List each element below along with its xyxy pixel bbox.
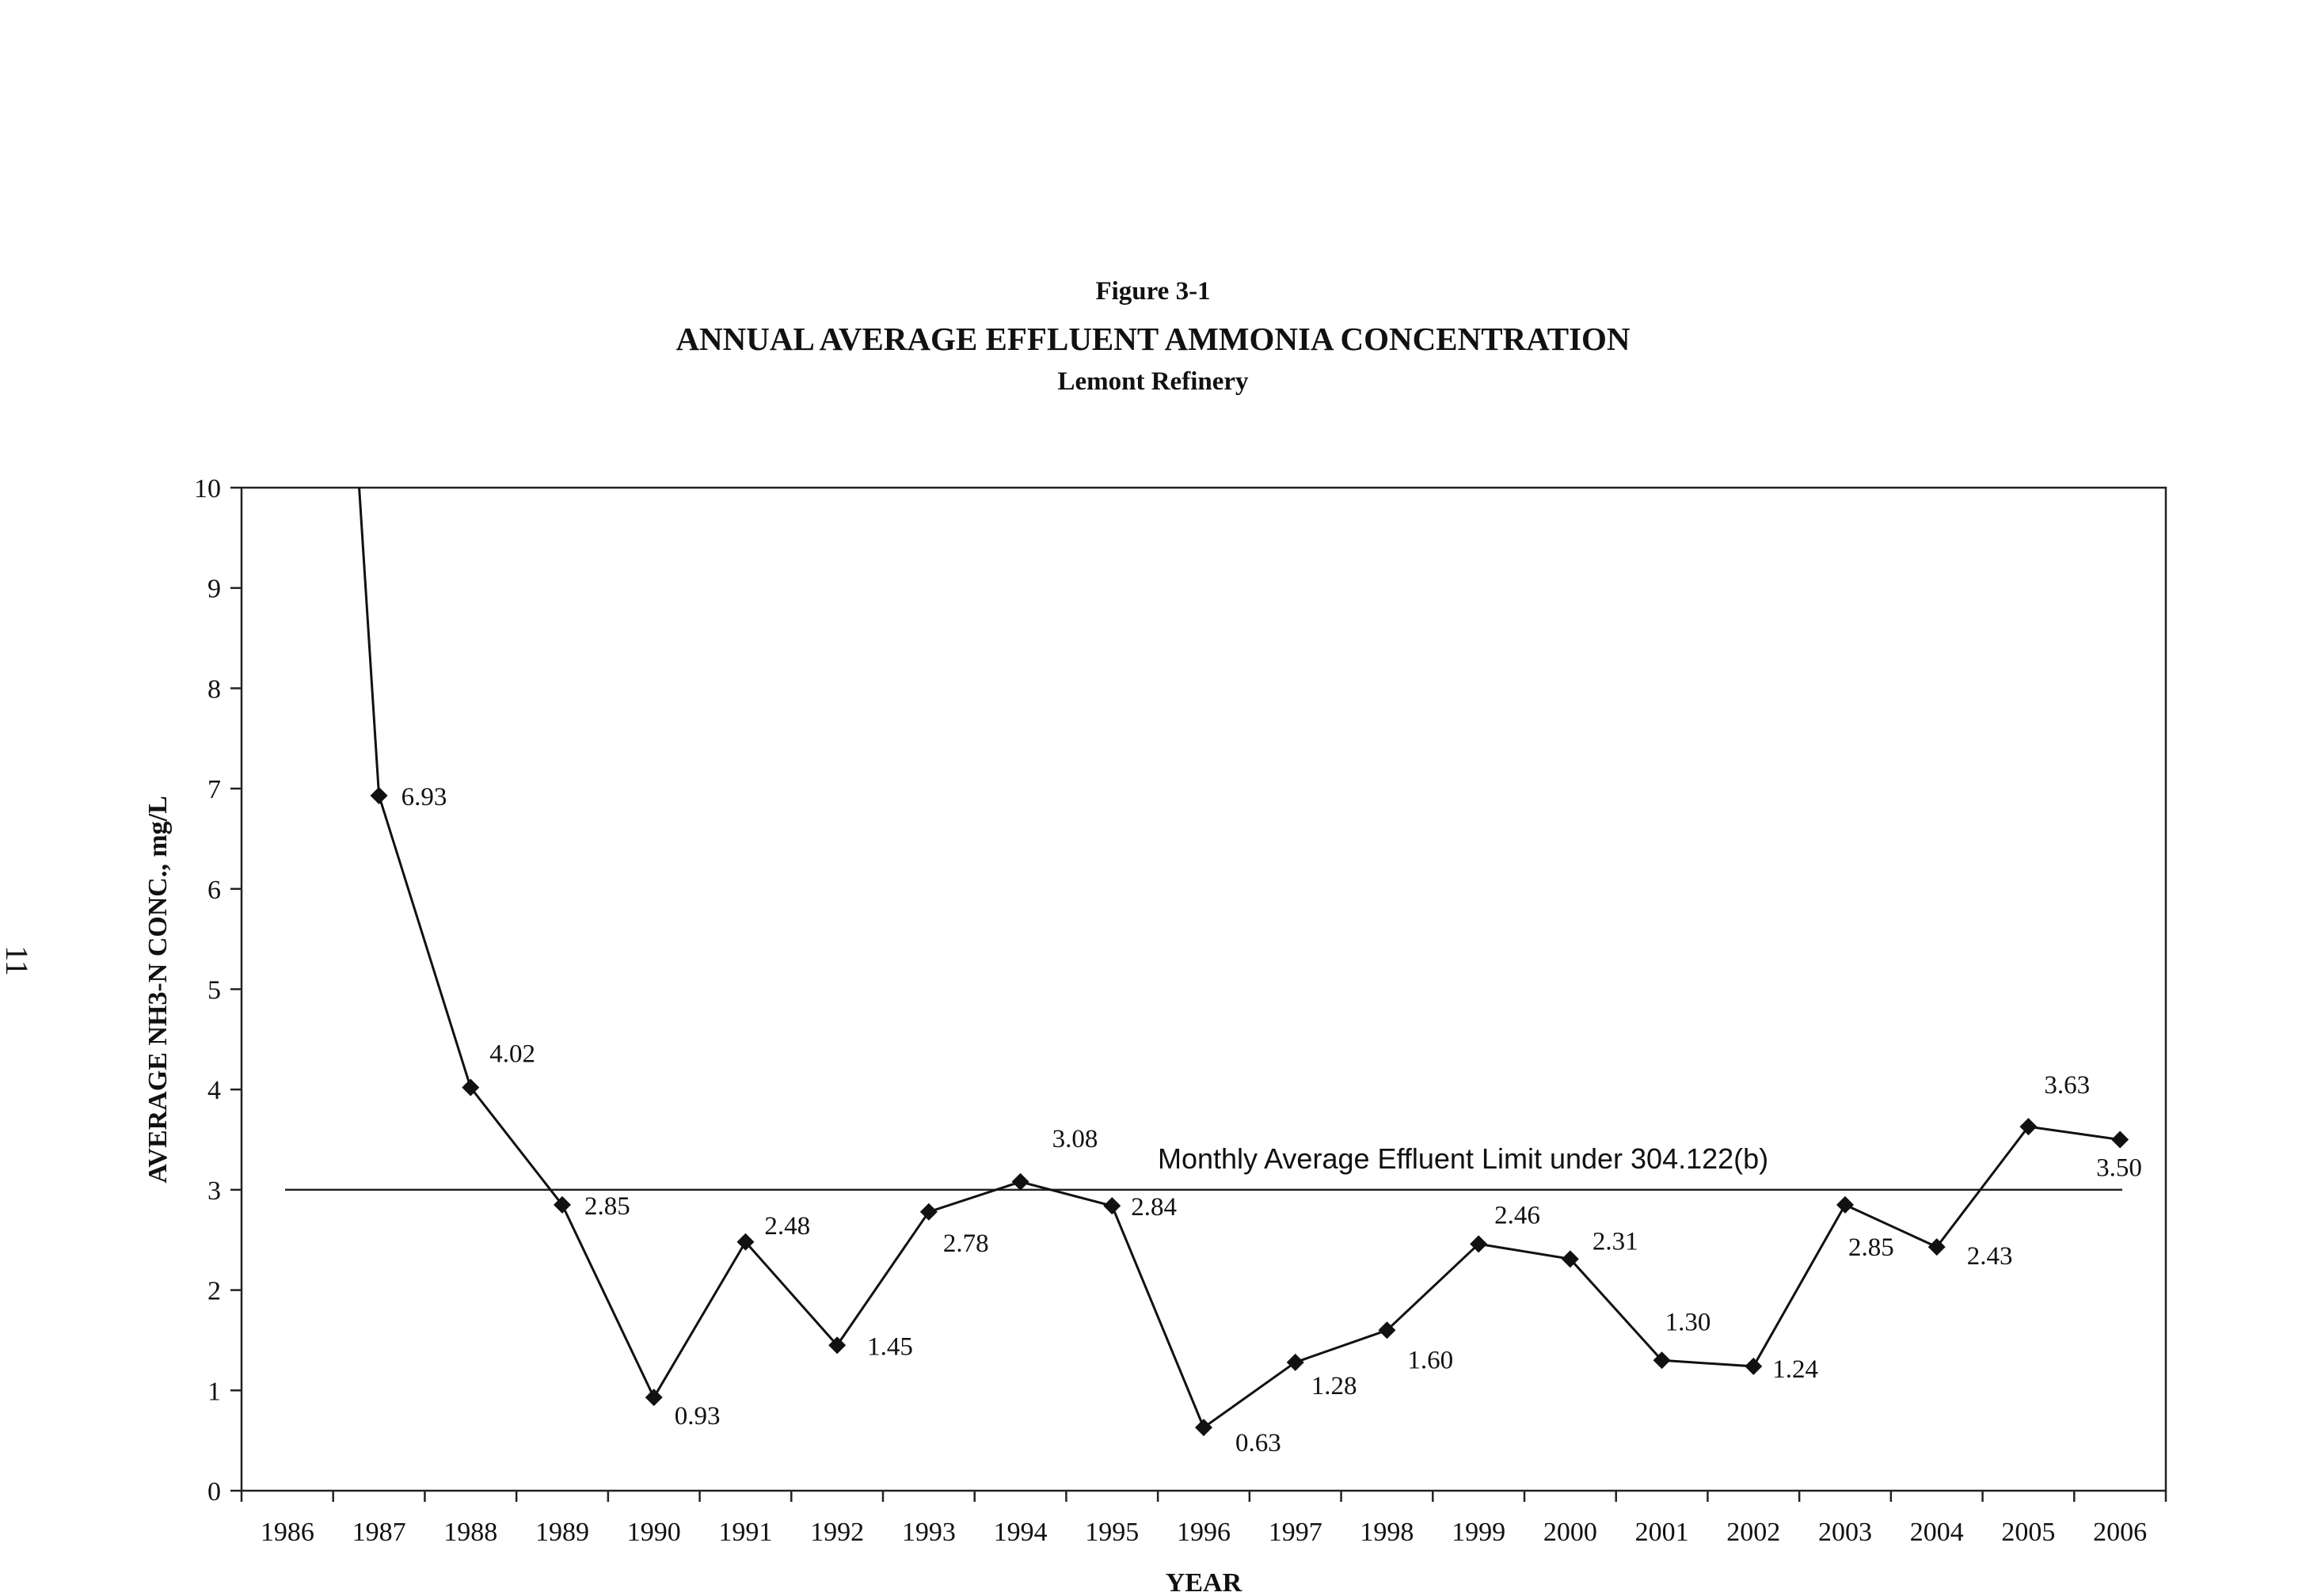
x-tick-label: 1997 xyxy=(1269,1518,1322,1547)
x-tick-label: 1995 xyxy=(1085,1518,1139,1547)
data-label: 2.48 xyxy=(764,1212,810,1241)
chart-title: ANNUAL AVERAGE EFFLUENT AMMONIA CONCENTR… xyxy=(675,321,1631,357)
y-tick-label: 3 xyxy=(207,1176,221,1206)
data-point xyxy=(2111,1130,2129,1149)
x-tick-label: 2003 xyxy=(1818,1518,1872,1547)
data-point xyxy=(828,1336,847,1355)
data-point xyxy=(2019,1118,2038,1136)
x-tick-label: 1993 xyxy=(902,1518,956,1547)
x-tick-label: 2004 xyxy=(1910,1518,1964,1547)
x-tick-label: 1992 xyxy=(810,1518,864,1547)
x-axis-title: YEAR xyxy=(1166,1568,1242,1596)
data-point xyxy=(919,1203,938,1221)
data-label: 2.78 xyxy=(943,1229,989,1258)
y-tick-label: 4 xyxy=(207,1076,221,1105)
data-label: 2.85 xyxy=(584,1192,630,1221)
y-tick-label: 1 xyxy=(207,1377,221,1406)
data-point xyxy=(1378,1321,1396,1340)
data-point xyxy=(1653,1351,1671,1370)
data-point xyxy=(1745,1357,1763,1375)
x-tick-label: 1999 xyxy=(1452,1518,1505,1547)
figure-label: Figure 3-1 xyxy=(1095,277,1211,306)
x-tick-label: 2001 xyxy=(1635,1518,1689,1547)
series-line xyxy=(358,487,2121,1430)
data-label: 2.85 xyxy=(1848,1233,1894,1262)
data-point xyxy=(370,786,388,804)
data-series xyxy=(358,487,2129,1437)
data-point xyxy=(1103,1197,1121,1215)
y-tick-label: 8 xyxy=(207,674,221,704)
data-point xyxy=(1195,1419,1212,1437)
x-tick-label: 2000 xyxy=(1543,1518,1597,1547)
x-tick-label: 1989 xyxy=(535,1518,589,1547)
x-tick-label: 1991 xyxy=(718,1518,772,1547)
data-label: 3.50 xyxy=(2096,1154,2142,1183)
data-point xyxy=(554,1195,571,1214)
data-point xyxy=(736,1233,755,1251)
data-point xyxy=(1836,1195,1854,1214)
x-tick-label: 1998 xyxy=(1360,1518,1414,1547)
data-point xyxy=(1470,1235,1488,1253)
data-label: 2.43 xyxy=(1967,1242,2013,1271)
data-label: 1.60 xyxy=(1407,1346,1453,1374)
data-point xyxy=(1927,1238,1946,1256)
data-label: 0.93 xyxy=(675,1402,721,1431)
y-tick-label: 0 xyxy=(207,1477,221,1507)
data-label: 3.63 xyxy=(2044,1071,2090,1100)
data-label: 1.30 xyxy=(1665,1308,1711,1336)
effluent-limit-reference: Monthly Average Effluent Limit under 304… xyxy=(285,1142,2122,1191)
x-tick-label: 1987 xyxy=(352,1518,406,1547)
effluent-limit-label: Monthly Average Effluent Limit under 304… xyxy=(1158,1142,1768,1175)
data-point xyxy=(1286,1353,1304,1371)
data-label: 2.31 xyxy=(1593,1227,1638,1256)
data-label: 1.28 xyxy=(1311,1372,1357,1400)
x-tick-label: 1990 xyxy=(627,1518,681,1547)
data-label: 0.63 xyxy=(1235,1429,1281,1457)
x-tick-label: 1988 xyxy=(443,1518,497,1547)
y-tick-label: 10 xyxy=(194,474,221,504)
y-tick-label: 9 xyxy=(207,575,221,604)
data-point xyxy=(645,1389,663,1407)
data-label: 6.93 xyxy=(401,783,447,811)
x-tick-label: 2002 xyxy=(1726,1518,1780,1547)
data-label: 2.46 xyxy=(1494,1201,1540,1229)
data-label: 3.08 xyxy=(1052,1125,1098,1153)
chart-axes: 0 1 2 3 4 5 6 7 8 9 10 1986 1987 1988 1989 1990 1991 1992… xyxy=(194,474,2167,1547)
x-tick-label: 1994 xyxy=(994,1518,1048,1547)
x-tick-label: 1996 xyxy=(1177,1518,1231,1547)
data-point xyxy=(1011,1172,1029,1191)
plot-frame xyxy=(240,486,2167,1492)
data-label: 2.84 xyxy=(1131,1193,1177,1222)
data-labels: 6.93 4.02 2.85 0.93 2.48 1.45 2.78 3.08 2.84 0.63… xyxy=(401,783,2142,1457)
y-axis-title: AVERAGE NH3-N CONC., mg/L xyxy=(143,796,173,1184)
chart-subtitle: Lemont Refinery xyxy=(1057,367,1249,396)
x-tick-label: 1986 xyxy=(261,1518,314,1547)
data-label: 1.45 xyxy=(867,1332,913,1361)
x-tick-label: 2005 xyxy=(2001,1518,2055,1547)
y-tick-label: 7 xyxy=(207,775,221,804)
y-tick-label: 2 xyxy=(207,1277,221,1306)
data-label: 1.24 xyxy=(1772,1355,1818,1384)
x-tick-label: 2006 xyxy=(2093,1518,2147,1547)
y-tick-label: 6 xyxy=(207,876,221,905)
data-label: 4.02 xyxy=(489,1040,535,1069)
data-point xyxy=(1561,1250,1579,1268)
data-point xyxy=(462,1078,480,1096)
y-tick-label: 5 xyxy=(207,976,221,1005)
